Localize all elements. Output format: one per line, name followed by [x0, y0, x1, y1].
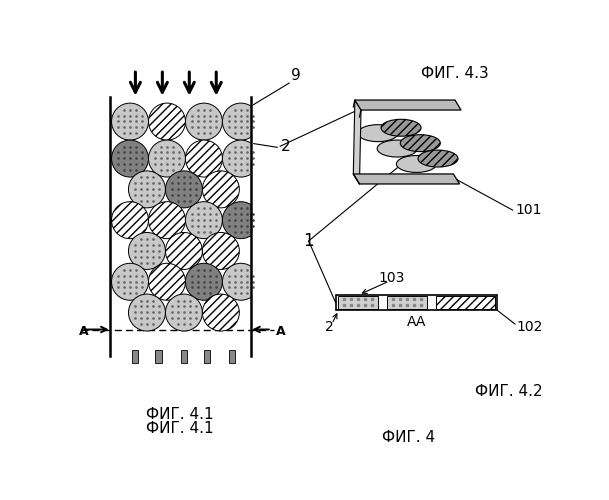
Circle shape — [111, 202, 149, 238]
Circle shape — [202, 232, 239, 270]
Text: 102: 102 — [516, 320, 543, 334]
Circle shape — [186, 264, 222, 300]
Circle shape — [222, 103, 259, 140]
Circle shape — [149, 103, 186, 140]
Polygon shape — [353, 100, 361, 184]
Text: 103: 103 — [379, 271, 405, 285]
Bar — [132, 350, 138, 362]
Text: 2: 2 — [281, 138, 290, 154]
Circle shape — [166, 294, 202, 331]
Bar — [437, 296, 495, 308]
Bar — [155, 350, 161, 362]
Text: 2: 2 — [325, 320, 334, 334]
Circle shape — [222, 202, 259, 238]
Text: ФИГ. 4.1: ФИГ. 4.1 — [146, 406, 214, 422]
Ellipse shape — [377, 140, 417, 157]
Circle shape — [166, 232, 202, 270]
Circle shape — [186, 140, 222, 177]
Polygon shape — [353, 174, 460, 184]
Bar — [338, 296, 378, 308]
Circle shape — [111, 140, 149, 177]
Bar — [387, 296, 428, 308]
Ellipse shape — [400, 134, 440, 152]
Circle shape — [128, 294, 166, 331]
Ellipse shape — [381, 120, 421, 136]
Circle shape — [222, 140, 259, 177]
Bar — [228, 350, 234, 362]
Ellipse shape — [396, 156, 437, 172]
Circle shape — [149, 140, 186, 177]
Circle shape — [111, 264, 149, 300]
Circle shape — [222, 264, 259, 300]
Circle shape — [149, 202, 186, 238]
Circle shape — [111, 103, 149, 140]
Circle shape — [128, 171, 166, 208]
Bar — [336, 295, 498, 310]
Text: ФИГ. 4.3: ФИГ. 4.3 — [421, 66, 489, 82]
Text: ФИГ. 4.1: ФИГ. 4.1 — [146, 420, 214, 436]
Circle shape — [186, 202, 222, 238]
Circle shape — [202, 294, 239, 331]
Text: 9: 9 — [290, 68, 300, 83]
Polygon shape — [355, 100, 461, 110]
Bar — [181, 350, 187, 362]
Ellipse shape — [418, 150, 458, 167]
Circle shape — [186, 103, 222, 140]
Circle shape — [202, 171, 239, 208]
Text: A: A — [275, 325, 285, 338]
Text: ФИГ. 4: ФИГ. 4 — [382, 430, 435, 445]
Circle shape — [166, 171, 202, 208]
Ellipse shape — [358, 124, 398, 142]
Text: 1: 1 — [303, 232, 314, 250]
Bar — [204, 350, 210, 362]
Text: AA: AA — [407, 315, 426, 329]
Text: ФИГ. 4.2: ФИГ. 4.2 — [475, 384, 543, 398]
Circle shape — [128, 232, 166, 270]
Circle shape — [149, 264, 186, 300]
Text: 101: 101 — [515, 203, 541, 217]
Text: A: A — [79, 325, 89, 338]
